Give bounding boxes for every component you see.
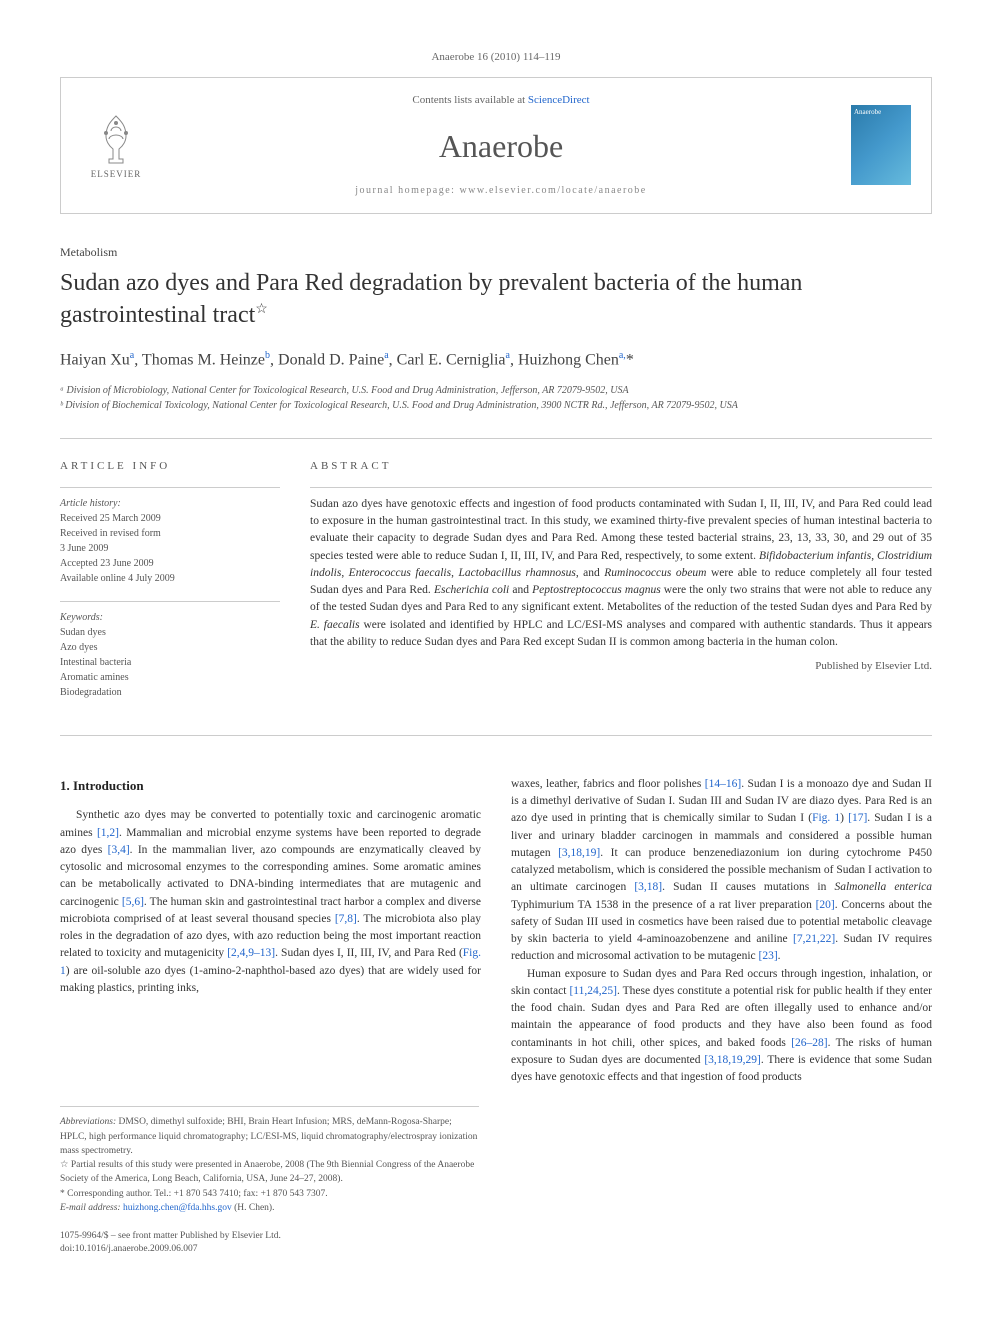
divider-line	[60, 735, 932, 736]
history-line: Received in revised form	[60, 526, 280, 541]
intro-paragraph: waxes, leather, fabrics and floor polish…	[511, 776, 932, 966]
history-label: Article history:	[60, 496, 280, 511]
article-history-block: Article history: Received 25 March 2009 …	[60, 487, 280, 586]
contents-prefix: Contents lists available at	[412, 94, 527, 106]
intro-heading: 1. Introduction	[60, 776, 481, 796]
publisher-line: Published by Elsevier Ltd.	[310, 659, 932, 674]
footnotes-block: Abbreviations: DMSO, dimethyl sulfoxide;…	[60, 1106, 479, 1215]
history-line: Available online 4 July 2009	[60, 571, 280, 586]
intro-paragraph: Synthetic azo dyes may be converted to p…	[60, 807, 481, 997]
intro-paragraph: Human exposure to Sudan dyes and Para Re…	[511, 966, 932, 1087]
keyword: Sudan dyes	[60, 625, 280, 640]
article-info-column: ARTICLE INFO Article history: Received 2…	[60, 459, 280, 714]
history-line: Received 25 March 2009	[60, 511, 280, 526]
article-title: Sudan azo dyes and Para Red degradation …	[60, 268, 932, 330]
elsevier-label: ELSEVIER	[91, 168, 142, 181]
keyword: Aromatic amines	[60, 670, 280, 685]
journal-reference: Anaerobe 16 (2010) 114–119	[60, 50, 932, 65]
abbrev-label: Abbreviations:	[60, 1117, 116, 1127]
abbrev-text: DMSO, dimethyl sulfoxide; BHI, Brain Hea…	[60, 1117, 477, 1156]
email-suffix: (H. Chen).	[232, 1203, 275, 1213]
info-abstract-row: ARTICLE INFO Article history: Received 2…	[60, 459, 932, 714]
journal-homepage: journal homepage: www.elsevier.com/locat…	[151, 184, 851, 198]
email-footnote: E-mail address: huizhong.chen@fda.hhs.go…	[60, 1201, 479, 1215]
section-label: Metabolism	[60, 244, 932, 261]
elsevier-tree-icon	[91, 111, 141, 166]
abbreviations-footnote: Abbreviations: DMSO, dimethyl sulfoxide;…	[60, 1115, 479, 1158]
email-label: E-mail address:	[60, 1203, 121, 1213]
body-column-left: 1. Introduction Synthetic azo dyes may b…	[60, 776, 481, 1087]
title-text: Sudan azo dyes and Para Red degradation …	[60, 270, 802, 327]
elsevier-logo: ELSEVIER	[81, 105, 151, 185]
authors-line: Haiyan Xua, Thomas M. Heinzeb, Donald D.…	[60, 349, 932, 372]
front-matter-line: 1075-9964/$ – see front matter Published…	[60, 1230, 932, 1243]
copyright-block: 1075-9964/$ – see front matter Published…	[60, 1230, 932, 1257]
header-center: Contents lists available at ScienceDirec…	[151, 93, 851, 197]
article-info-heading: ARTICLE INFO	[60, 459, 280, 474]
journal-header-box: ELSEVIER Contents lists available at Sci…	[60, 77, 932, 213]
body-columns: 1. Introduction Synthetic azo dyes may b…	[60, 776, 932, 1087]
history-line: Accepted 23 June 2009	[60, 556, 280, 571]
abstract-column: ABSTRACT Sudan azo dyes have genotoxic e…	[310, 459, 932, 714]
history-line: 3 June 2009	[60, 541, 280, 556]
corresponding-author-footnote: * Corresponding author. Tel.: +1 870 543…	[60, 1187, 479, 1201]
keywords-block: Keywords: Sudan dyes Azo dyes Intestinal…	[60, 601, 280, 700]
doi-line: doi:10.1016/j.anaerobe.2009.06.007	[60, 1243, 932, 1256]
contents-available-line: Contents lists available at ScienceDirec…	[151, 93, 851, 108]
cover-label: Anaerobe	[854, 108, 881, 118]
title-footnote-marker: ☆	[255, 302, 268, 317]
divider-line	[60, 438, 932, 439]
star-footnote: ☆ Partial results of this study were pre…	[60, 1158, 479, 1187]
keyword: Intestinal bacteria	[60, 655, 280, 670]
page-container: Anaerobe 16 (2010) 114–119 ELSEVIER Cont…	[0, 0, 992, 1297]
affiliation-a: ᵃ Division of Microbiology, National Cen…	[60, 383, 932, 398]
keyword: Azo dyes	[60, 640, 280, 655]
affiliations: ᵃ Division of Microbiology, National Cen…	[60, 383, 932, 413]
body-column-right: waxes, leather, fabrics and floor polish…	[511, 776, 932, 1087]
affiliation-b: ᵇ Division of Biochemical Toxicology, Na…	[60, 398, 932, 413]
abstract-heading: ABSTRACT	[310, 459, 932, 474]
abstract-text: Sudan azo dyes have genotoxic effects an…	[310, 487, 932, 651]
keywords-label: Keywords:	[60, 610, 280, 625]
email-link[interactable]: huizhong.chen@fda.hhs.gov	[123, 1203, 232, 1213]
sciencedirect-link[interactable]: ScienceDirect	[528, 94, 590, 106]
keyword: Biodegradation	[60, 685, 280, 700]
journal-name: Anaerobe	[151, 124, 851, 169]
journal-cover-thumbnail: Anaerobe	[851, 105, 911, 185]
